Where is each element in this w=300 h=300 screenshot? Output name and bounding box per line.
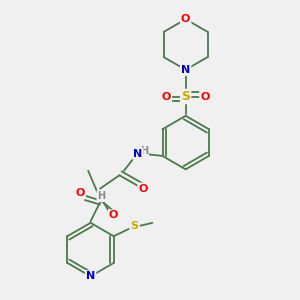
Text: N: N [86, 271, 95, 281]
Text: O: O [200, 92, 210, 101]
Text: N: N [133, 148, 142, 159]
Text: N: N [181, 65, 190, 75]
Text: H: H [140, 146, 148, 156]
Text: O: O [162, 92, 171, 101]
Text: O: O [109, 210, 118, 220]
Text: S: S [130, 221, 139, 231]
Text: O: O [139, 184, 148, 194]
Text: O: O [76, 188, 85, 198]
Text: H: H [98, 191, 106, 201]
Text: O: O [181, 14, 190, 24]
Text: S: S [181, 90, 190, 103]
